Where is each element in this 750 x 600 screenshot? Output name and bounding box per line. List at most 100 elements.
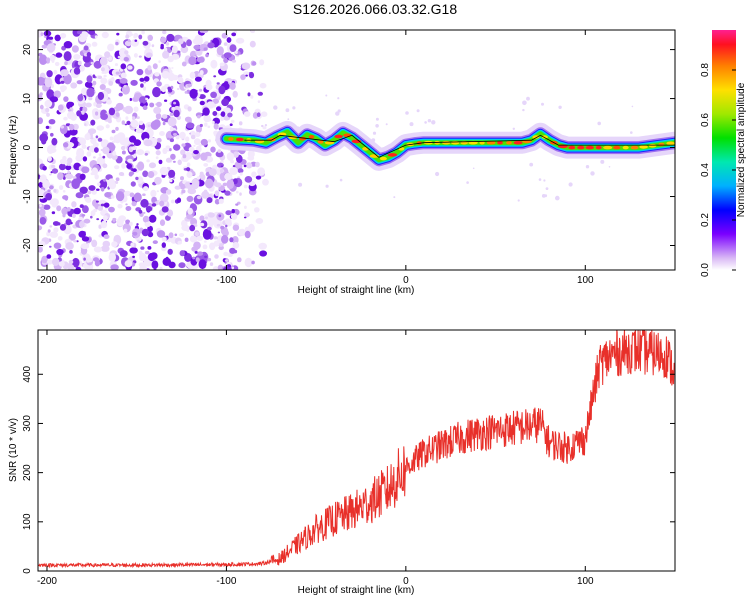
noise-speck — [55, 52, 63, 58]
noise-speck — [179, 250, 185, 257]
noise-speck — [178, 38, 184, 45]
noise-speck — [193, 138, 201, 146]
noise-speck — [39, 92, 43, 96]
colorbar-label: Normalized spectral amplitude — [736, 82, 747, 217]
noise-speck — [38, 52, 43, 57]
noise-speck — [49, 54, 56, 62]
noise-speck — [180, 149, 186, 156]
noise-speck — [59, 224, 67, 231]
noise-speck — [273, 105, 278, 110]
noise-speck — [108, 80, 114, 86]
noise-speck — [251, 200, 257, 204]
noise-speck — [73, 207, 81, 215]
ridge-hotspot — [603, 145, 613, 150]
noise-speck — [103, 202, 110, 208]
noise-speck — [608, 166, 611, 168]
noise-speck — [47, 189, 51, 193]
noise-speck — [522, 100, 527, 106]
noise-speck — [62, 176, 66, 180]
noise-speck — [538, 178, 542, 181]
noise-speck — [529, 162, 534, 167]
noise-speck — [77, 60, 82, 66]
noise-speck — [115, 126, 119, 131]
noise-speck — [91, 167, 99, 176]
spectrogram-y-tick-label: 10 — [22, 93, 33, 105]
noise-speck — [116, 132, 126, 142]
noise-speck — [73, 239, 77, 243]
noise-speck — [127, 158, 133, 163]
noise-speck — [224, 259, 229, 262]
noise-speck — [137, 161, 145, 171]
noise-speck — [223, 251, 229, 256]
noise-speck — [91, 41, 98, 47]
noise-speck — [83, 120, 89, 127]
noise-speck — [44, 77, 53, 88]
noise-speck — [58, 261, 65, 267]
noise-speck — [212, 111, 218, 116]
noise-speck — [84, 81, 93, 88]
noise-speck — [79, 137, 87, 146]
noise-speck — [65, 173, 74, 180]
noise-speck — [154, 176, 162, 185]
noise-speck — [176, 197, 182, 203]
noise-speck — [435, 171, 440, 177]
noise-speck — [431, 120, 436, 125]
noise-speck — [186, 195, 194, 202]
noise-speck — [211, 171, 216, 176]
noise-speck — [143, 186, 149, 192]
noise-speck — [79, 218, 82, 221]
noise-speck — [137, 239, 140, 242]
noise-speck — [130, 119, 139, 128]
noise-speck — [285, 108, 290, 113]
noise-speck — [147, 225, 154, 233]
noise-speck — [76, 30, 82, 35]
noise-speck — [187, 83, 193, 88]
noise-speck — [121, 163, 126, 169]
noise-speck — [59, 85, 67, 91]
noise-speck — [87, 258, 93, 263]
noise-speck — [252, 61, 257, 66]
noise-speck — [91, 189, 97, 195]
noise-speck — [129, 221, 133, 226]
noise-speck — [111, 241, 118, 248]
noise-speck — [105, 124, 110, 129]
noise-speck — [198, 144, 202, 147]
noise-speck — [102, 146, 110, 155]
noise-speck — [64, 61, 68, 66]
noise-speck — [115, 41, 119, 46]
noise-speck — [207, 42, 215, 49]
noise-speck — [127, 39, 131, 42]
noise-speck — [114, 63, 119, 67]
noise-speck — [207, 257, 212, 262]
noise-speck — [49, 231, 59, 238]
noise-speck — [256, 112, 261, 117]
noise-speck — [159, 166, 169, 176]
noise-speck — [82, 156, 88, 162]
noise-speck — [156, 137, 162, 143]
noise-speck — [375, 117, 379, 121]
noise-speck — [102, 155, 106, 159]
noise-speck — [101, 57, 105, 61]
noise-speck — [96, 188, 100, 191]
noise-speck — [166, 33, 175, 42]
noise-speck — [38, 94, 43, 102]
noise-speck — [46, 259, 53, 265]
noise-speck — [600, 159, 605, 164]
noise-speck — [218, 85, 226, 95]
noise-speck — [179, 131, 186, 139]
noise-speck — [56, 248, 64, 256]
noise-speck — [100, 220, 108, 229]
noise-speck — [44, 99, 53, 108]
noise-speck — [43, 204, 51, 210]
noise-speck — [90, 210, 96, 217]
ridge-hotspot — [639, 145, 648, 149]
noise-speck — [210, 59, 218, 69]
noise-speck — [244, 257, 253, 268]
noise-speck — [213, 75, 217, 78]
noise-speck — [180, 176, 184, 181]
noise-speck — [106, 99, 112, 105]
noise-speck — [161, 114, 168, 119]
noise-speck — [170, 199, 175, 204]
noise-speck — [104, 192, 112, 198]
snr-axes: -200 -100 0 100 0 100 200 300 400 — [22, 330, 675, 587]
